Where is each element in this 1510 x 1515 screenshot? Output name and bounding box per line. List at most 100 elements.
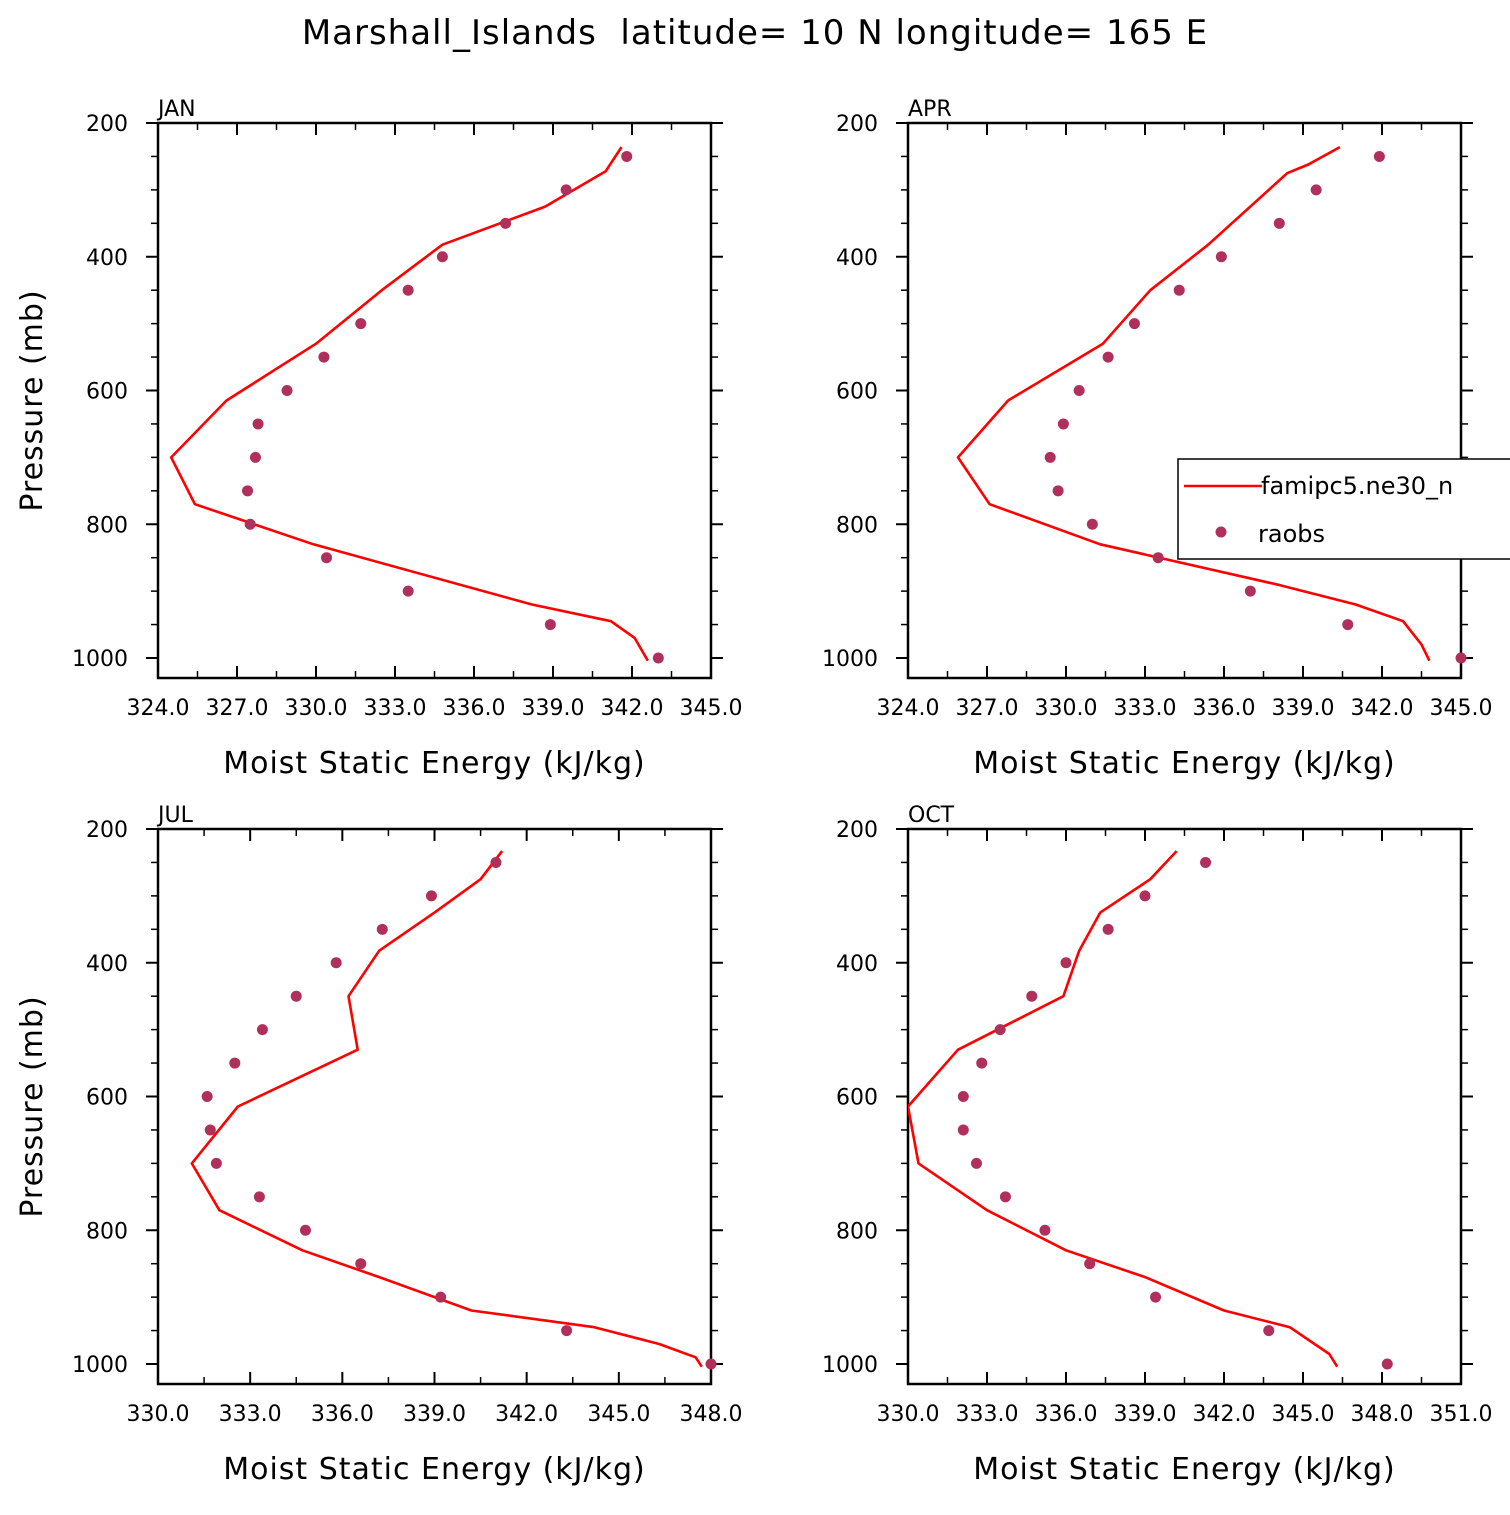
panel-oct: OCT 330.0 333.0 336.0 339.0 342.0 345.0 348.0 35… — [822, 803, 1492, 1487]
y-tick-label: 200 — [836, 818, 878, 843]
x-tick-label: 324.0 — [127, 696, 190, 721]
obs-point — [201, 1091, 213, 1102]
obs-point — [994, 1024, 1006, 1036]
model-series-line — [169, 146, 649, 662]
x-tick-label: 345.0 — [1272, 1402, 1335, 1427]
obs-point — [1381, 1358, 1393, 1370]
y-tick-label: 800 — [86, 513, 128, 538]
obs-point — [1200, 856, 1212, 868]
y-tick-label: 400 — [86, 246, 128, 271]
obs-point — [621, 150, 633, 162]
obs-point — [1044, 451, 1056, 463]
obs-point — [560, 184, 572, 196]
y-tick-label: 400 — [836, 952, 878, 977]
x-tick-label: 324.0 — [877, 696, 940, 721]
obs-point — [1139, 890, 1151, 902]
obs-point — [281, 385, 293, 396]
panel-jan: JAN 324.0 327.0 330.0 333.0 336.0 339.0 342.0 34… — [15, 97, 742, 781]
x-tick-label: 351.0 — [1430, 1402, 1493, 1427]
obs-point — [252, 418, 264, 430]
obs-point — [970, 1157, 982, 1169]
x-tick-label: 330.0 — [1035, 696, 1098, 721]
obs-point — [705, 1358, 717, 1370]
y-tick-label: 600 — [836, 380, 878, 405]
obs-point — [210, 1157, 222, 1169]
obs-point — [318, 351, 330, 363]
obs-point — [321, 552, 333, 564]
obs-point — [242, 485, 254, 497]
y-tick-label: 600 — [86, 380, 128, 405]
x-tick-label: 330.0 — [285, 696, 348, 721]
model-series-line — [956, 145, 1431, 662]
x-tick-label: 336.0 — [1035, 1402, 1098, 1427]
y-tick-label: 1000 — [72, 1353, 128, 1378]
x-tick-label: 339.0 — [403, 1402, 466, 1427]
obs-point — [1244, 585, 1256, 597]
obs-point — [652, 652, 664, 664]
x-tick-label: 342.0 — [495, 1402, 558, 1427]
x-axis-label: Moist Static Energy (kJ/kg) — [223, 1452, 646, 1487]
obs-point — [355, 1258, 367, 1270]
panel-jul: JUL 330.0 333.0 336.0 339.0 342.0 345.0 348.0 20… — [15, 803, 742, 1487]
y-axis-label: Pressure (mb) — [15, 289, 50, 511]
y-tick-label: 200 — [86, 818, 128, 843]
obs-point — [1026, 990, 1038, 1002]
obs-point — [957, 1124, 969, 1136]
x-tick-label: 342.0 — [1351, 696, 1414, 721]
obs-point — [1102, 923, 1114, 935]
obs-point — [1173, 284, 1185, 296]
x-tick-label: 327.0 — [956, 696, 1019, 721]
obs-point — [256, 1024, 268, 1036]
obs-point — [1373, 150, 1385, 162]
x-tick-label: 345.0 — [587, 1402, 650, 1427]
obs-point — [436, 251, 448, 263]
x-tick-label: 333.0 — [364, 696, 427, 721]
x-tick-label: 348.0 — [1351, 1402, 1414, 1427]
panel-label: JUL — [156, 803, 194, 828]
obs-point — [976, 1057, 988, 1069]
obs-point — [957, 1091, 969, 1102]
obs-point — [1152, 552, 1164, 564]
obs-point — [1215, 251, 1227, 263]
legend-box — [1177, 458, 1510, 560]
x-tick-label: 333.0 — [1114, 696, 1177, 721]
model-series-line — [908, 850, 1339, 1368]
obs-point — [1073, 385, 1085, 396]
obs-point — [1273, 217, 1285, 229]
obs-point — [376, 923, 388, 935]
obs-point — [435, 1291, 447, 1303]
y-tick-label: 800 — [86, 1219, 128, 1244]
obs-point — [299, 1224, 311, 1236]
y-axis-label: Pressure (mb) — [15, 995, 50, 1217]
obs-point — [1084, 1258, 1096, 1270]
obs-point — [229, 1057, 241, 1069]
x-tick-label: 339.0 — [522, 696, 585, 721]
panel-apr: APR 324.0 327.0 330.0 333.0 336.0 339.0 342.0 34… — [822, 97, 1492, 781]
y-tick-label: 800 — [836, 513, 878, 538]
x-tick-label: 330.0 — [877, 1402, 940, 1427]
x-axis-label: Moist Static Energy (kJ/kg) — [973, 746, 1396, 781]
x-axis-label: Moist Static Energy (kJ/kg) — [973, 1452, 1396, 1487]
obs-point — [355, 318, 367, 330]
obs-point — [1057, 418, 1069, 430]
x-tick-label: 342.0 — [601, 696, 664, 721]
obs-point — [1086, 518, 1098, 530]
y-tick-label: 1000 — [822, 1353, 878, 1378]
y-tick-label: 200 — [836, 112, 878, 137]
obs-point — [330, 957, 342, 969]
x-tick-label: 345.0 — [1430, 696, 1493, 721]
obs-point — [1263, 1325, 1275, 1337]
panel-label: APR — [908, 97, 952, 122]
obs-point — [1128, 318, 1140, 330]
y-tick-label: 600 — [836, 1086, 878, 1111]
x-tick-label: 336.0 — [443, 696, 506, 721]
obs-point — [490, 856, 502, 868]
obs-point — [999, 1191, 1011, 1203]
obs-point — [544, 619, 556, 631]
x-tick-label: 327.0 — [206, 696, 269, 721]
obs-point — [402, 585, 414, 597]
obs-point — [244, 518, 256, 530]
model-series-line — [190, 850, 703, 1368]
